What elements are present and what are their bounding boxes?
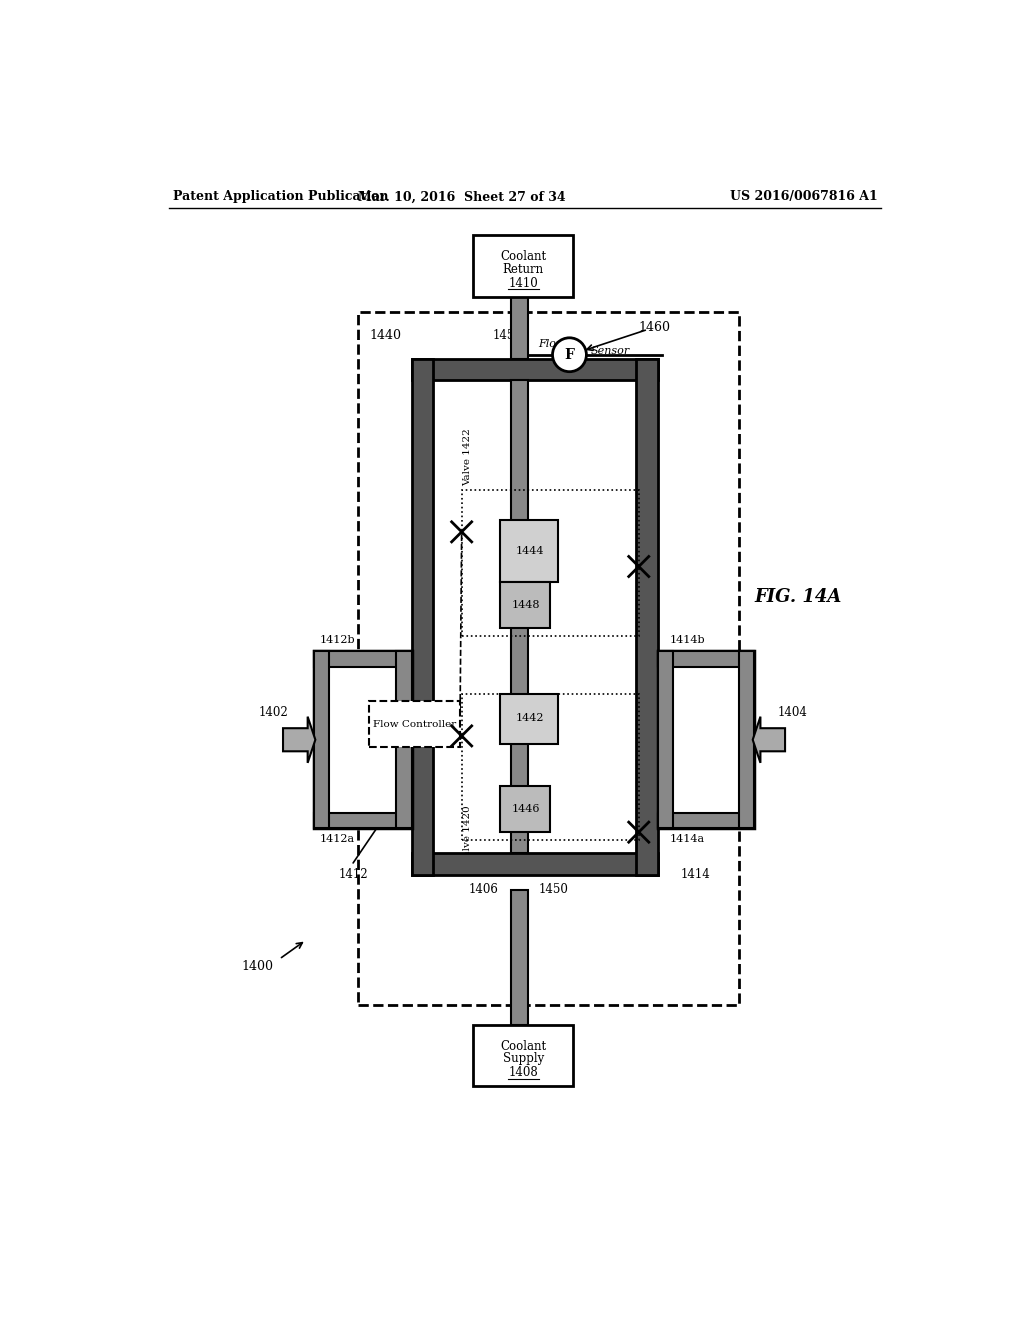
- Text: 1412a: 1412a: [319, 834, 354, 845]
- Text: 1410: 1410: [508, 277, 539, 290]
- Text: 1412b: 1412b: [319, 635, 355, 645]
- Text: 1412: 1412: [339, 869, 368, 880]
- Bar: [658, 651, 755, 667]
- Bar: [313, 651, 412, 829]
- Text: Flow Controller: Flow Controller: [373, 719, 457, 729]
- Bar: [412, 853, 658, 875]
- Circle shape: [553, 338, 587, 372]
- Bar: [637, 359, 658, 875]
- Bar: [658, 651, 755, 829]
- Bar: [500, 520, 558, 582]
- Polygon shape: [753, 717, 785, 763]
- Text: 1446: 1446: [511, 804, 540, 814]
- Text: FIG. 14A: FIG. 14A: [755, 589, 842, 606]
- Bar: [473, 1024, 573, 1086]
- Text: F: F: [564, 347, 574, 362]
- Bar: [511, 380, 528, 853]
- Bar: [370, 701, 460, 747]
- Text: 1414: 1414: [681, 869, 711, 880]
- Text: 1448: 1448: [511, 601, 540, 610]
- Text: 1414b: 1414b: [670, 635, 706, 645]
- Bar: [500, 693, 558, 743]
- Text: 1404: 1404: [777, 706, 807, 719]
- Bar: [433, 380, 637, 853]
- Text: Valve 1420: Valve 1420: [463, 805, 472, 863]
- Text: 1414a: 1414a: [670, 834, 705, 845]
- Text: Sensor: Sensor: [590, 346, 630, 356]
- Text: 1460: 1460: [639, 321, 671, 334]
- Text: 1400: 1400: [242, 961, 273, 973]
- Text: 1406: 1406: [469, 883, 499, 896]
- Text: Coolant: Coolant: [500, 1040, 547, 1053]
- Text: Coolant: Coolant: [500, 251, 547, 264]
- Bar: [412, 359, 658, 380]
- Text: 1442: 1442: [515, 713, 544, 723]
- Bar: [357, 313, 739, 1006]
- Text: Valve 1426: Valve 1426: [643, 486, 651, 544]
- Bar: [396, 651, 412, 829]
- Bar: [511, 890, 528, 1024]
- Text: Supply: Supply: [503, 1052, 544, 1065]
- Text: US 2016/0067816 A1: US 2016/0067816 A1: [730, 190, 878, 203]
- Text: 1440: 1440: [370, 329, 401, 342]
- Bar: [462, 693, 639, 840]
- Bar: [313, 651, 412, 667]
- Bar: [462, 490, 639, 636]
- Text: Flow: Flow: [538, 339, 565, 348]
- Polygon shape: [283, 717, 315, 763]
- Text: 1402: 1402: [258, 706, 288, 719]
- Bar: [500, 582, 550, 628]
- Text: 1452: 1452: [493, 329, 522, 342]
- Text: Return: Return: [503, 263, 544, 276]
- Bar: [473, 235, 573, 297]
- Bar: [500, 785, 550, 832]
- Bar: [658, 651, 674, 829]
- Text: Valve 1424: Valve 1424: [643, 755, 651, 813]
- Text: 1470: 1470: [366, 684, 395, 697]
- Bar: [658, 813, 755, 829]
- Text: Mar. 10, 2016  Sheet 27 of 34: Mar. 10, 2016 Sheet 27 of 34: [357, 190, 565, 203]
- Text: 1408: 1408: [508, 1067, 539, 1080]
- Bar: [511, 297, 528, 359]
- Text: Valve 1422: Valve 1422: [463, 428, 472, 486]
- Bar: [313, 651, 330, 829]
- Text: 1444: 1444: [515, 546, 544, 556]
- Bar: [313, 813, 412, 829]
- Text: 1450: 1450: [539, 883, 568, 896]
- Bar: [739, 651, 755, 829]
- Text: Patent Application Publication: Patent Application Publication: [173, 190, 388, 203]
- Bar: [412, 359, 433, 875]
